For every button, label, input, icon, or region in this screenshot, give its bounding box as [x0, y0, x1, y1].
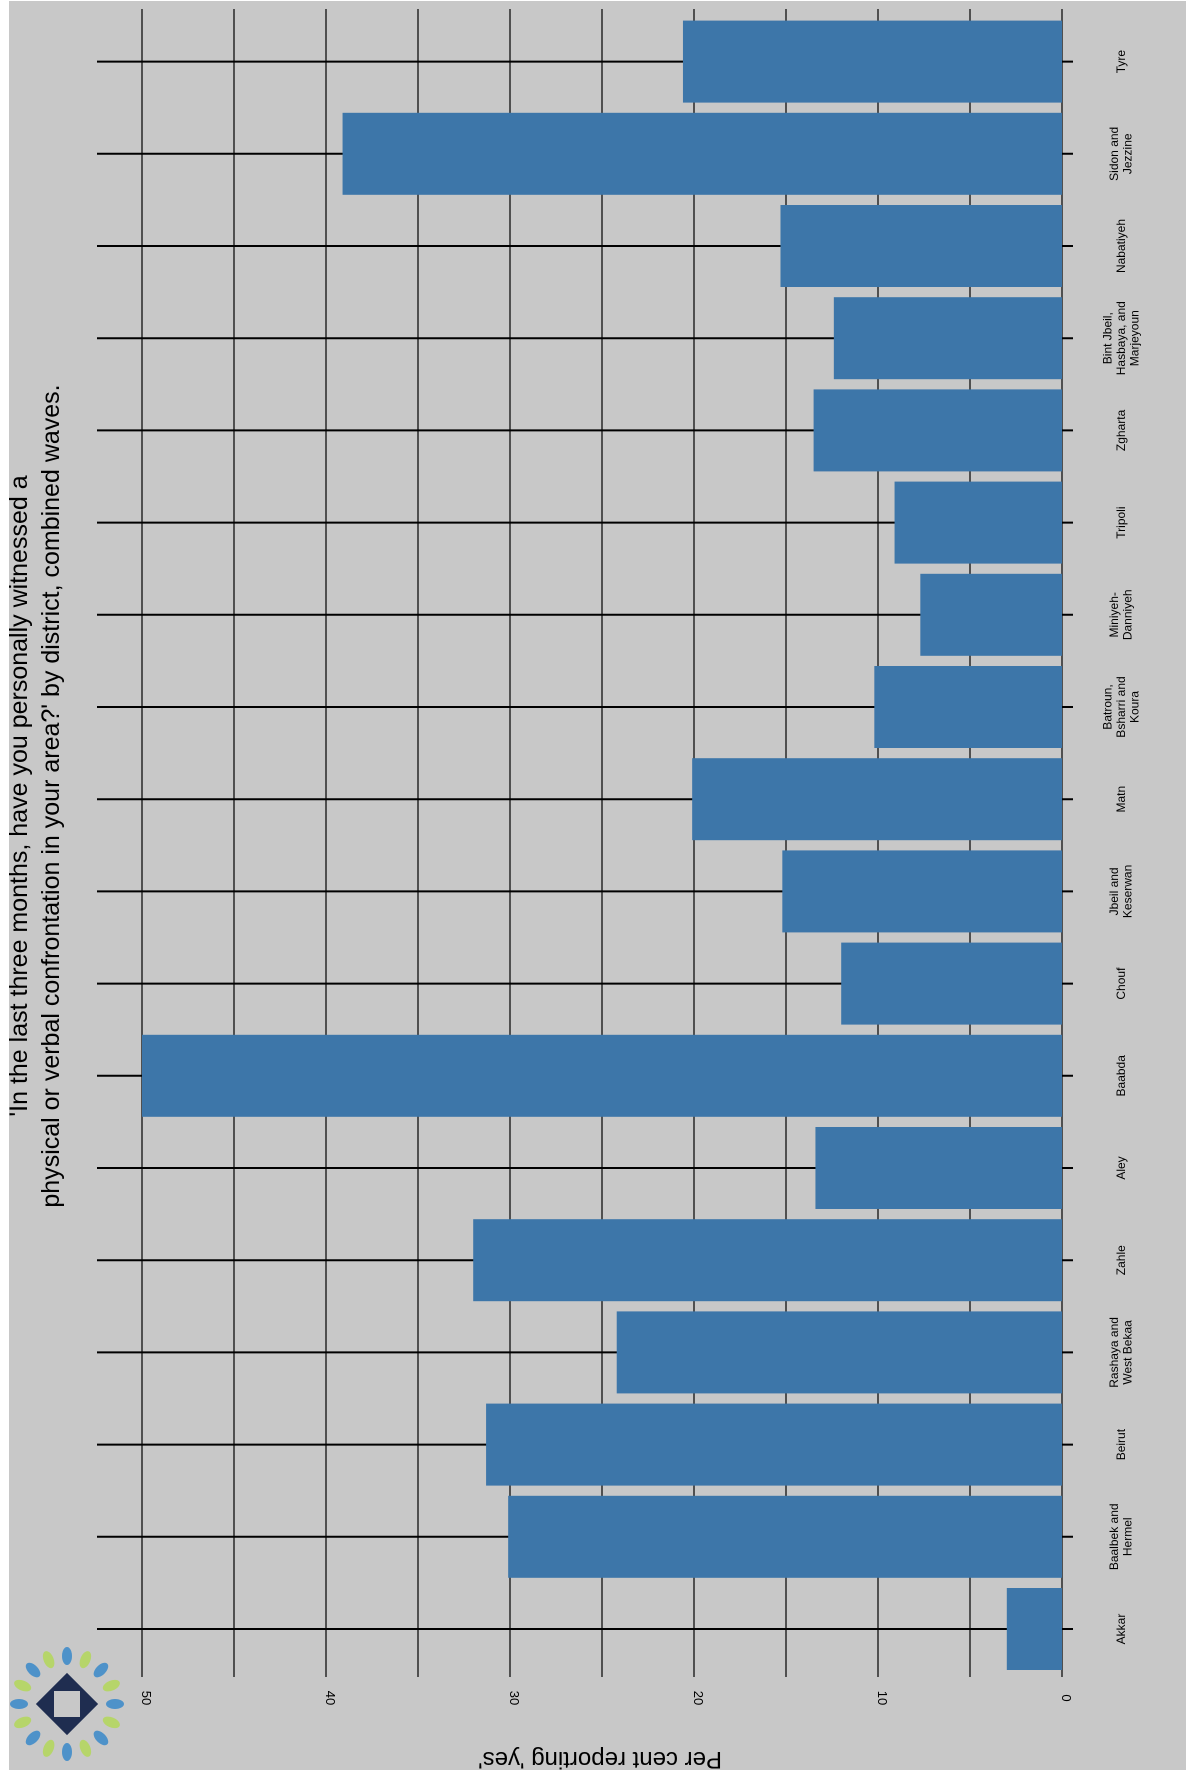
category-label: Chouf [1114, 967, 1128, 1000]
category-label: Nabatiyeh [1114, 219, 1128, 273]
logo-petal [62, 1647, 72, 1665]
logo-petal [42, 1651, 55, 1669]
logo-petal [25, 1730, 41, 1746]
logo-petal [102, 1679, 120, 1692]
tick-label: 20 [691, 1691, 706, 1705]
logo-petal [14, 1716, 32, 1729]
bar-miniyeh-danniyeh [920, 573, 1062, 656]
category-label: Zahle [1114, 1245, 1128, 1275]
bar-aley [815, 1127, 1062, 1209]
category-label: Miniyeh-Danniyeh [1107, 589, 1135, 640]
bar-zahle [473, 1219, 1062, 1302]
logo-petal [14, 1679, 32, 1692]
category-label: Batroun,Bsharri andKoura [1101, 676, 1142, 737]
tick-label: 10 [875, 1691, 890, 1705]
bar-layer [142, 20, 1063, 1670]
logo-petal [10, 1699, 28, 1709]
logo-petal [42, 1739, 55, 1757]
logo-petal [79, 1651, 92, 1669]
logo-petal [102, 1716, 120, 1729]
bar-tyre [682, 20, 1062, 103]
category-label: Aley [1114, 1156, 1128, 1179]
category-label: Zgharta [1114, 409, 1128, 451]
logo-petal [62, 1743, 72, 1761]
category-label: Rashaya andWest Bekaa [1107, 1317, 1135, 1388]
bar-sidon-and-jezzine [342, 112, 1062, 195]
tick-label: 40 [323, 1691, 338, 1705]
logo-petal [93, 1662, 109, 1678]
category-label: Baabda [1114, 1055, 1128, 1097]
logo-petal [79, 1739, 92, 1757]
category-label: Bint Jbeil,Hasbaya, andMarjeyoun [1101, 301, 1142, 375]
category-label: Baalbek andHermel [1107, 1503, 1135, 1570]
logo-center [54, 1691, 80, 1717]
bar-bint-jbeil-hasbaya-and-marjeyoun [833, 297, 1062, 380]
bar-beirut [486, 1403, 1063, 1486]
bar-tripoli [894, 481, 1062, 564]
category-label: Tripoli [1114, 506, 1128, 538]
bar-baabda [142, 1034, 1062, 1117]
tick-label: 0 [1059, 1694, 1074, 1701]
tick-label: 30 [507, 1691, 522, 1705]
chart-title-line: physical or verbal confrontation in your… [37, 384, 65, 1207]
organization-logo-icon [10, 1647, 124, 1761]
bar-akkar [1006, 1588, 1062, 1670]
bar-matn [692, 758, 1062, 841]
category-label: Jbeil andKeserwan [1107, 865, 1135, 918]
chart-title-line: 'In the last three months, have you pers… [5, 475, 33, 1116]
bar-zgharta [813, 389, 1062, 472]
category-label: Matn [1114, 786, 1128, 813]
category-label: Sidon andJezzine [1107, 127, 1135, 181]
axis-title: Per cent reporting 'yes' [478, 1746, 722, 1771]
logo-petal [106, 1699, 124, 1709]
label-layer: 0 10 20 30 40 50 Akkar Baalbek andHermel Beirut R… [139, 50, 1142, 1773]
bar-chouf [841, 942, 1062, 1025]
tick-label: 50 [139, 1691, 154, 1705]
bar-baalbek-and-hermel [508, 1495, 1062, 1578]
bar-nabatiyeh [780, 205, 1062, 287]
bar-batroun-bsharri-and-koura [874, 666, 1062, 748]
logo-petal [93, 1730, 109, 1746]
logo-petal [25, 1662, 41, 1678]
category-label: Tyre [1114, 50, 1128, 74]
chart-title: 'In the last three months, have you pers… [5, 384, 65, 1207]
category-label: Beirut [1114, 1428, 1128, 1460]
category-label: Akkar [1114, 1614, 1128, 1645]
bar-rashaya-and-west-bekaa [616, 1311, 1062, 1394]
bar-jbeil-and-keserwan [782, 850, 1062, 933]
